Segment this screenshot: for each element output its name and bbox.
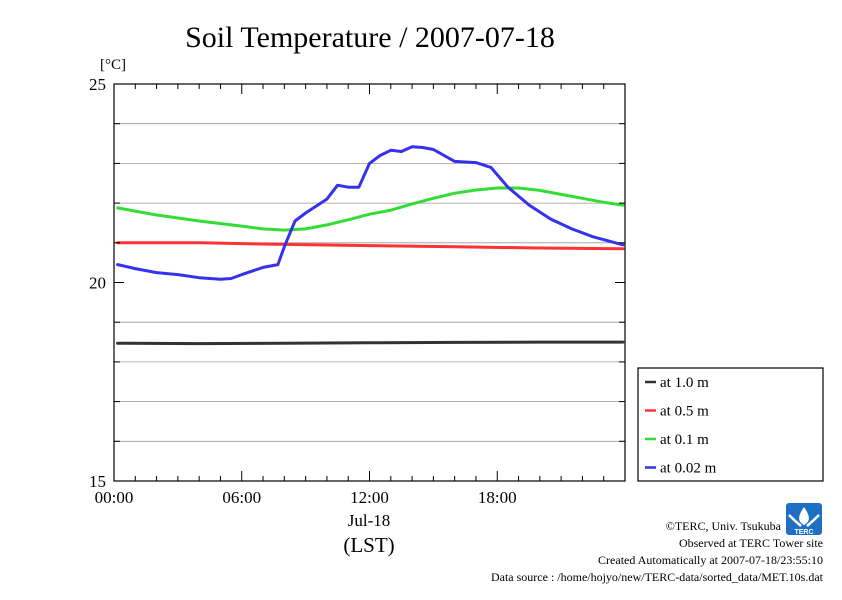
x-tick-label: 18:00 (478, 488, 517, 507)
series-line-2 (116, 241, 625, 251)
chart-title: Soil Temperature / 2007-07-18 (185, 21, 555, 54)
y-tick-labels: 15 20 25 (89, 75, 106, 491)
credits-copyright: ©TERC, Univ. Tsukuba (666, 519, 782, 533)
plot-frame (113, 83, 626, 482)
logo-wave-shape (788, 514, 820, 527)
y-tick-label: 15 (89, 472, 106, 491)
terc-logo: TERC (786, 503, 822, 536)
legend-box (637, 367, 824, 482)
legend-label: at 0.02 m (660, 461, 717, 477)
legend-label: at 1.0 m (660, 375, 709, 391)
logo-drop-shape (799, 507, 809, 525)
legend: at 1.0 m at 0.5 m at 0.1 m at 0.02 m (637, 367, 824, 482)
x-axis-label: (LST) (343, 533, 394, 557)
series-line-1 (116, 340, 625, 346)
credits-data-source: Data source : /home/hojyo/new/TERC-data/… (491, 570, 824, 584)
series-line-3 (116, 186, 625, 232)
x-tick-label: 06:00 (222, 488, 261, 507)
y-tick-label: 20 (89, 274, 106, 293)
credits-created: Created Automatically at 2007-07-18/23:5… (598, 553, 823, 567)
series-layer (116, 145, 625, 346)
credits-observed: Observed at TERC Tower site (679, 536, 823, 550)
logo-text: TERC (794, 529, 813, 536)
x-tick-label: 12:00 (350, 488, 389, 507)
x-tick-labels: 00:00 06:00 12:00 18:00 (95, 488, 517, 507)
axis-ticks (113, 83, 626, 482)
series-line-4 (116, 145, 625, 281)
y-axis-unit-label: [°C] (100, 57, 126, 73)
gridlines (114, 123, 625, 442)
x-tick-label: 00:00 (95, 488, 134, 507)
legend-label: at 0.5 m (660, 404, 709, 420)
legend-label: at 0.1 m (660, 432, 709, 448)
x-date-label: Jul-18 (348, 511, 391, 530)
y-tick-label: 25 (89, 75, 106, 94)
